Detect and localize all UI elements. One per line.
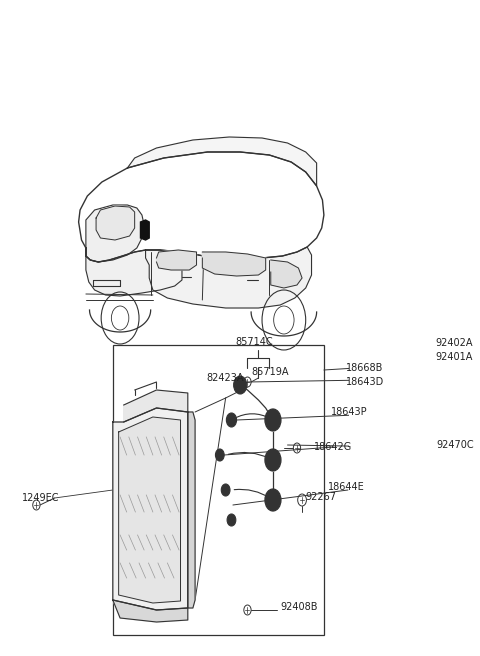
Polygon shape (127, 137, 317, 186)
Text: 85719A: 85719A (251, 367, 288, 377)
Polygon shape (124, 390, 188, 422)
Polygon shape (141, 220, 149, 240)
Circle shape (265, 489, 281, 511)
Circle shape (221, 484, 230, 496)
Polygon shape (113, 600, 188, 622)
Circle shape (268, 453, 278, 467)
Polygon shape (113, 408, 188, 610)
Polygon shape (86, 248, 182, 296)
Polygon shape (119, 417, 180, 603)
Circle shape (227, 413, 237, 427)
Text: 82423A: 82423A (206, 373, 243, 383)
Text: 18642G: 18642G (314, 442, 353, 452)
Text: 92470C: 92470C (437, 440, 474, 450)
Text: 92408B: 92408B (280, 602, 318, 612)
Polygon shape (96, 206, 135, 240)
Polygon shape (271, 260, 302, 288)
Circle shape (268, 413, 278, 427)
Text: 18644E: 18644E (327, 482, 364, 492)
Text: 18643P: 18643P (331, 407, 368, 417)
Circle shape (265, 409, 281, 431)
Polygon shape (145, 247, 312, 308)
Text: 1249EC: 1249EC (22, 493, 60, 503)
Text: 92401A: 92401A (435, 352, 473, 362)
Bar (113, 345, 324, 635)
Polygon shape (188, 412, 195, 608)
Text: 18643D: 18643D (346, 377, 384, 387)
Polygon shape (86, 205, 144, 262)
Text: 92402A: 92402A (435, 338, 473, 348)
Text: 85714C: 85714C (235, 337, 273, 347)
Circle shape (234, 376, 247, 394)
Polygon shape (156, 250, 196, 270)
Circle shape (237, 380, 244, 390)
Circle shape (227, 514, 236, 526)
Text: 92267: 92267 (306, 492, 336, 502)
Circle shape (265, 449, 281, 471)
Polygon shape (203, 252, 265, 276)
Circle shape (216, 449, 224, 461)
Text: 18668B: 18668B (346, 363, 383, 373)
Circle shape (268, 493, 278, 507)
